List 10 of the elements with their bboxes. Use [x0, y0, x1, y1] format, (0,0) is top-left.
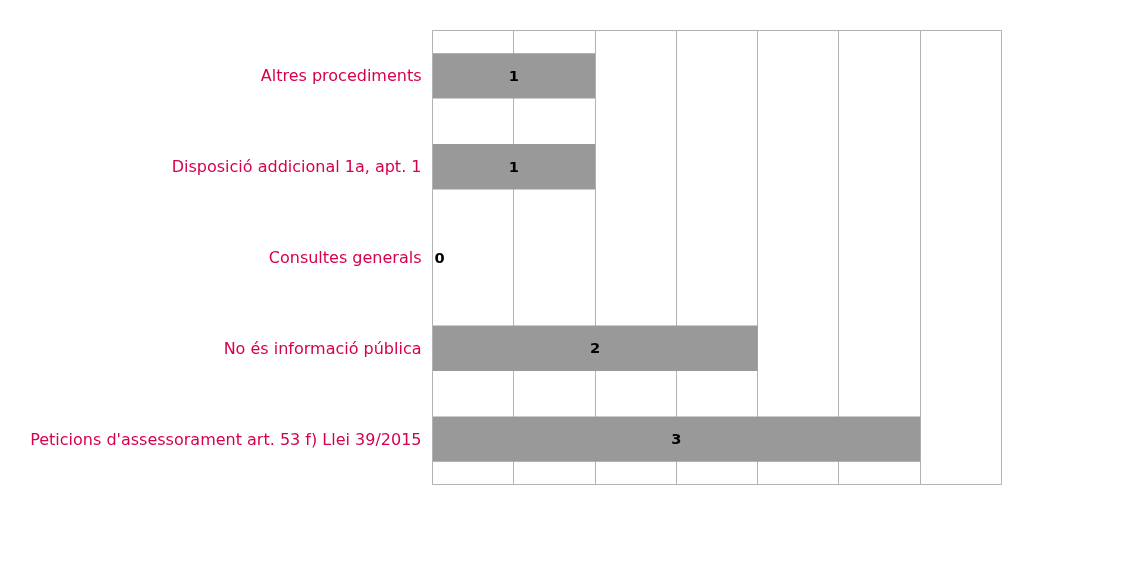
- data-label: 1: [508, 157, 519, 175]
- data-label: 2: [589, 339, 601, 357]
- data-label: 3: [671, 430, 682, 448]
- data-label: 1: [508, 66, 519, 84]
- y-tick-label: No és informació pública: [223, 338, 422, 358]
- y-tick-label: Peticions d'assessorament art. 53 f) Llei 39/2015: [30, 429, 422, 449]
- y-tick-label: Consultes generals: [268, 248, 422, 267]
- data-label: 0: [434, 248, 445, 266]
- y-tick-label: Altres procediments: [260, 66, 422, 86]
- y-tick-label: Disposició addicional 1a, apt. 1: [171, 157, 422, 177]
